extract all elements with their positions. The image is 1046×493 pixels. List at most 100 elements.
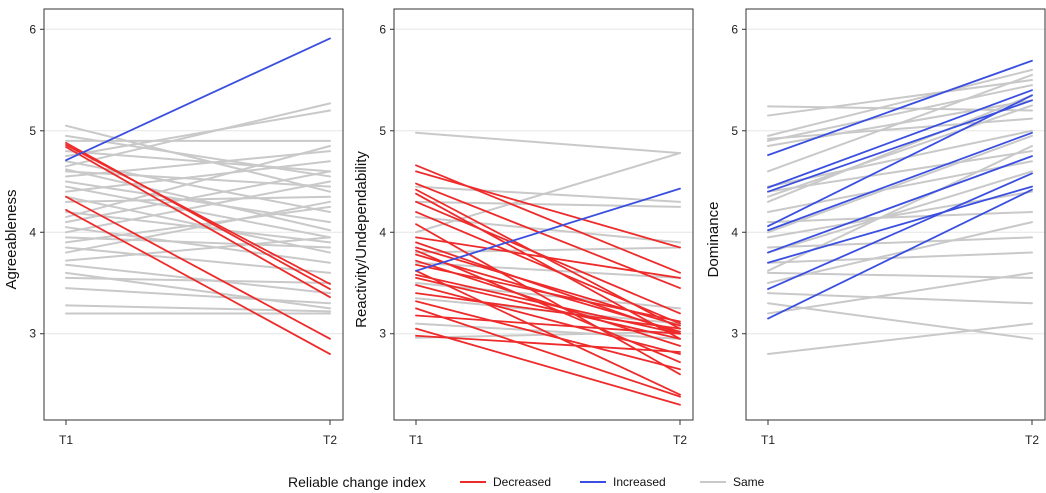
panel-frame	[43, 8, 344, 421]
series-line-same	[767, 84, 1033, 142]
legend-items: Decreased Increased Same	[460, 475, 765, 489]
series-line-decreased	[415, 269, 681, 396]
series-line-same	[65, 102, 331, 168]
series-line-decreased	[415, 263, 681, 323]
series-line-decreased	[415, 292, 681, 330]
series-line-same	[65, 185, 331, 239]
y-tick-label: 6	[379, 22, 386, 36]
series-line-same	[65, 180, 331, 234]
legend: Reliable change index Decreased Increased…	[288, 474, 765, 490]
series-line-same	[65, 170, 331, 224]
panel-frame	[745, 8, 1046, 421]
series-line-same	[65, 160, 331, 213]
series-line-same	[767, 73, 1033, 173]
y-tick-label: 3	[379, 327, 386, 341]
legend-title: Reliable change index	[288, 474, 426, 490]
series-line-increased	[767, 172, 1033, 290]
y-tick-label: 4	[379, 225, 386, 239]
series-line-decreased	[415, 277, 681, 340]
y-tick-label: 6	[29, 22, 36, 36]
series-line-same	[65, 168, 331, 232]
series-line-increased	[415, 187, 681, 272]
series-line-same	[415, 322, 681, 340]
y-tick-label: 5	[29, 124, 36, 138]
y-axis-title: Dominance	[705, 202, 722, 278]
y-tick-label: 6	[731, 22, 738, 36]
legend-item-same: Same	[700, 475, 765, 489]
series-line-increased	[767, 155, 1033, 254]
y-tick-label: 4	[731, 225, 738, 239]
series-line-same	[65, 180, 331, 224]
x-tick-label: T1	[409, 433, 423, 447]
series-line-same	[65, 134, 331, 178]
legend-item-increased: Increased	[580, 475, 666, 489]
series-line-decreased	[415, 327, 681, 406]
series-line-same	[65, 170, 331, 188]
y-tick-label: 4	[29, 225, 36, 239]
series-line-same	[767, 210, 1033, 224]
series-line-same	[65, 276, 331, 284]
series-line-same	[415, 185, 681, 203]
series-line-same	[767, 322, 1033, 356]
series-line-decreased	[65, 146, 331, 299]
series-line-same	[65, 246, 331, 274]
series-line-increased	[767, 185, 1033, 264]
series-line-decreased	[415, 192, 681, 340]
series-line-same	[65, 287, 331, 305]
x-tick-label: T1	[59, 433, 73, 447]
series-line-same	[415, 200, 681, 208]
series-line-decreased	[415, 307, 681, 398]
x-tick-label: T2	[323, 433, 337, 447]
panel-2: 3 4 5 6 T1 T2 Reactivity/Undependability	[353, 8, 694, 447]
series-line-same	[767, 221, 1033, 284]
y-tick-label: 3	[29, 327, 36, 341]
series-line-increased	[767, 131, 1033, 232]
series-line-same	[767, 79, 1033, 117]
series-line-same	[767, 292, 1033, 305]
legend-label: Increased	[613, 475, 666, 489]
panel-1: 3 4 5 6 T1 T2 Agreeableness	[3, 8, 344, 447]
series-line-increased	[767, 94, 1033, 228]
series-line-same	[65, 263, 331, 295]
series-line-decreased	[415, 314, 681, 335]
series-line-same	[415, 261, 681, 279]
x-tick-label: T2	[1025, 433, 1039, 447]
series-line-same	[415, 152, 681, 234]
legend-label: Same	[733, 475, 765, 489]
series-line-same	[65, 236, 331, 249]
series-line-increased	[767, 188, 1033, 320]
legend-item-decreased: Decreased	[460, 475, 551, 489]
series-line-same	[767, 117, 1033, 140]
series-line-same	[65, 200, 331, 254]
series-line-decreased	[415, 236, 681, 279]
series-line-same	[767, 170, 1033, 254]
series-line-same	[65, 304, 331, 313]
y-tick-label: 5	[731, 124, 738, 138]
series-line-same	[767, 236, 1033, 249]
series-line-increased	[767, 99, 1033, 193]
series-line-same	[767, 134, 1033, 234]
series-line-same	[65, 205, 331, 244]
y-axis-title: Reactivity/Undependability	[353, 151, 370, 328]
panel-3: 3 4 5 6 T1 T2 Dominance	[705, 8, 1046, 447]
series-line-same	[65, 236, 331, 262]
series-line-decreased	[415, 249, 681, 364]
series-line-decreased	[415, 334, 681, 353]
y-tick-label: 5	[379, 124, 386, 138]
series-line-same	[767, 104, 1033, 198]
series-line-decreased	[415, 211, 681, 325]
series-line-same	[767, 271, 1033, 315]
y-tick-label: 3	[731, 327, 738, 341]
series-line-decreased	[415, 273, 681, 335]
series-line-same	[65, 145, 331, 219]
x-tick-label: T2	[673, 433, 687, 447]
series-line-decreased	[65, 209, 331, 355]
x-tick-label: T1	[761, 433, 775, 447]
series-line-decreased	[415, 300, 681, 371]
series-line-increased	[65, 37, 331, 162]
series-line-same	[65, 150, 331, 173]
series-line-same	[65, 160, 331, 193]
series-line-increased	[767, 59, 1033, 157]
